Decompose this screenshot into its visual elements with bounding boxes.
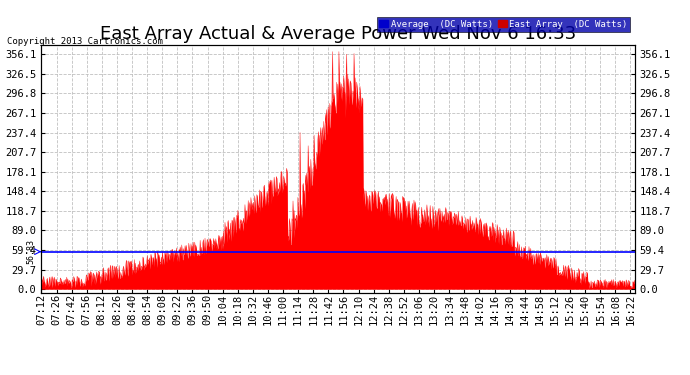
Text: Copyright 2013 Cartronics.com: Copyright 2013 Cartronics.com (7, 38, 163, 46)
Text: 56.83: 56.83 (26, 239, 35, 264)
Legend: Average  (DC Watts), East Array  (DC Watts): Average (DC Watts), East Array (DC Watts… (377, 17, 630, 32)
Title: East Array Actual & Average Power Wed Nov 6 16:33: East Array Actual & Average Power Wed No… (100, 26, 576, 44)
